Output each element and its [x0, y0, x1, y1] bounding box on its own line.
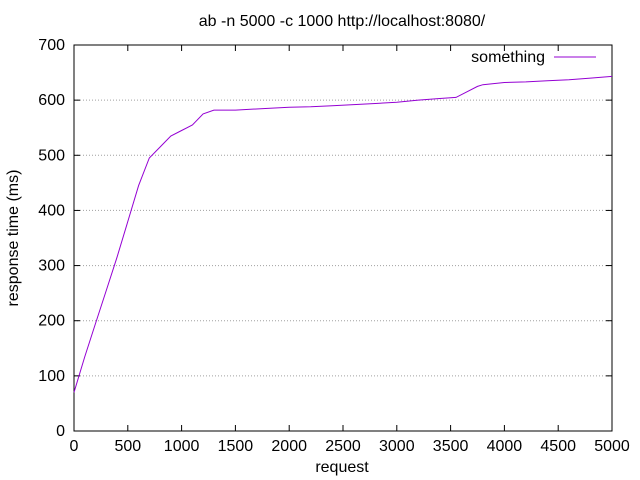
legend-label: something [471, 49, 545, 66]
y-tick-label: 600 [38, 92, 65, 109]
axis-ticks: 0 100 200 300 400 500 600 700 0 500 1000 1500 2000 25… [38, 37, 630, 455]
legend: something [471, 49, 596, 66]
y-tick-label: 100 [38, 368, 65, 385]
x-tick-label: 4500 [540, 438, 576, 455]
y-tick-label: 400 [38, 202, 65, 219]
x-tick-label: 2500 [325, 438, 361, 455]
y-tick-label: 500 [38, 147, 65, 164]
series-line-0 [73, 75, 613, 393]
x-tick-label: 1500 [218, 438, 254, 455]
x-tick-label: 3500 [433, 438, 469, 455]
x-tick-label: 5000 [594, 438, 630, 455]
x-tick-label: 4000 [487, 438, 523, 455]
x-tick-label: 0 [70, 438, 79, 455]
gridlines [74, 99, 612, 377]
y-tick-label: 0 [56, 423, 65, 440]
x-axis-title: request [315, 459, 369, 476]
y-tick-label: 700 [38, 37, 65, 54]
x-tick-label: 1000 [164, 438, 200, 455]
x-tick-label: 500 [114, 438, 141, 455]
series-layer [73, 75, 613, 393]
y-axis-title: response time (ms) [5, 170, 22, 307]
y-tick-label: 200 [38, 313, 65, 330]
x-tick-label: 2000 [271, 438, 307, 455]
y-tick-label: 300 [38, 258, 65, 275]
x-tick-label: 3000 [379, 438, 415, 455]
plot-border [73, 44, 613, 432]
chart-title: ab -n 5000 -c 1000 http://localhost:8080… [199, 13, 486, 30]
